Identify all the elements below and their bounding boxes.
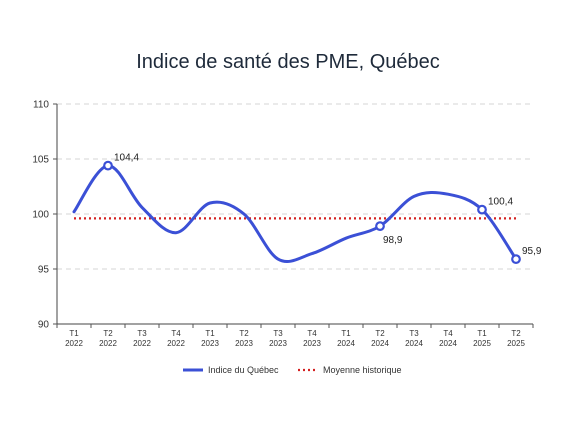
data-point-marker [103, 160, 113, 171]
x-tick-label: T2 2025 [507, 329, 525, 348]
y-tick-label: 110 [33, 100, 49, 111]
x-tick-label: T3 2022 [133, 329, 151, 348]
y-axis-ticks: 90 95 100 105 110 [32, 100, 57, 331]
x-tick-label: T4 2024 [439, 329, 457, 348]
data-label: 98,9 [383, 235, 403, 246]
legend-label-moyenne: Moyenne historique [323, 365, 402, 375]
x-tick-label: T4 2023 [303, 329, 321, 348]
data-point-marker [511, 254, 521, 265]
y-tick-label: 105 [32, 155, 49, 166]
x-axis-ticks: T1 2022 T2 2022 T3 2022 T4 2022 T1 2023 T2 2023 T3 20… [56, 324, 534, 348]
x-tick-label: T2 2024 [371, 329, 389, 348]
data-point-marker [375, 221, 385, 232]
x-tick-label: T4 2022 [167, 329, 185, 348]
legend-label-indice: Indice du Québec [208, 365, 279, 375]
data-label: 104,4 [114, 153, 139, 164]
series [72, 164, 518, 264]
x-tick-label: T2 2022 [99, 329, 117, 348]
y-tick-label: 100 [32, 210, 49, 221]
data-label: 95,9 [522, 246, 542, 257]
series-indice-du-quebec [72, 164, 518, 264]
x-tick-label: T1 2023 [201, 329, 219, 348]
x-tick-label: T1 2022 [65, 329, 83, 348]
data-label: 100,4 [488, 197, 513, 208]
legend: Indice du Québec Moyenne historique [183, 365, 402, 375]
x-tick-label: T1 2024 [337, 329, 355, 348]
x-tick-label: T3 2024 [405, 329, 423, 348]
x-tick-label: T1 2025 [473, 329, 491, 348]
grid-lines [57, 103, 533, 270]
chart-title: Indice de santé des PME, Québec [136, 51, 440, 73]
y-tick-label: 95 [38, 265, 50, 276]
x-tick-label: T3 2023 [269, 329, 287, 348]
point-markers: 104,4 98,9 100,4 95,9 [103, 153, 542, 265]
data-point-marker [477, 204, 487, 215]
x-tick-label: T2 2023 [235, 329, 253, 348]
y-tick-label: 90 [38, 320, 50, 331]
